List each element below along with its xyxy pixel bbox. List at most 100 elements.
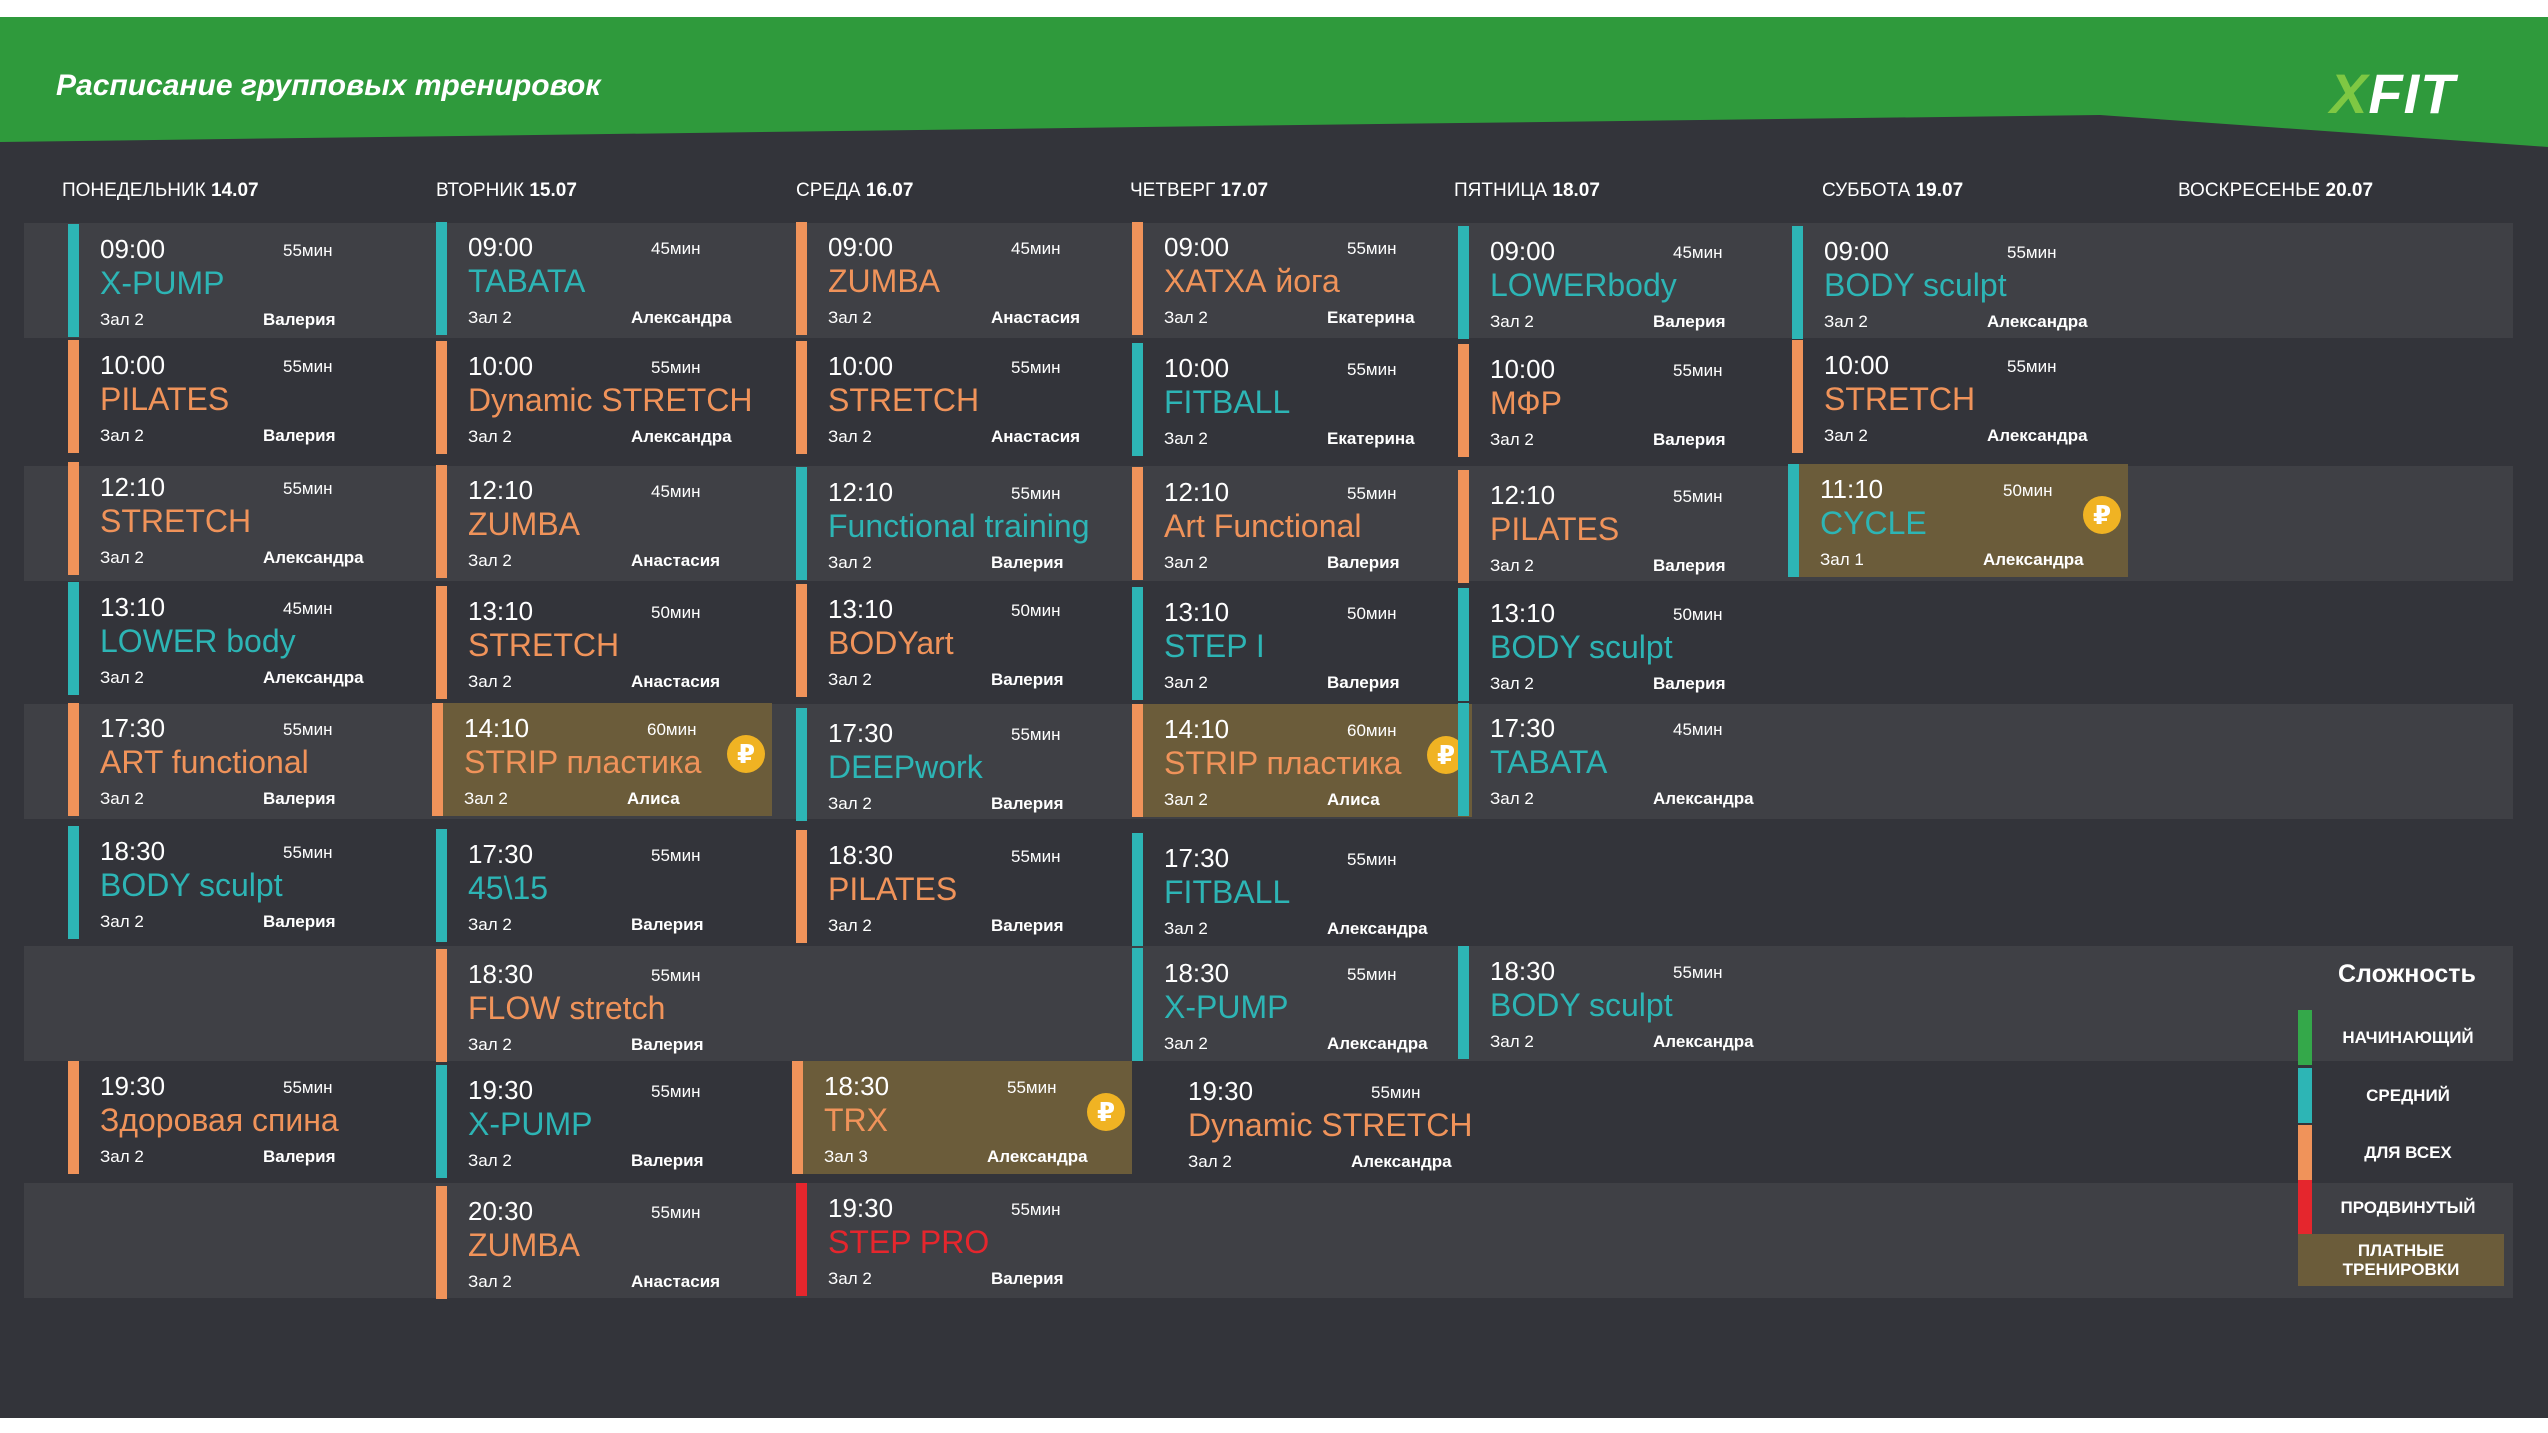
class-card[interactable]: 19:30 55мин Dynamic STRETCH Зал 2 Александра (1156, 1066, 1472, 1179)
class-card[interactable]: 09:00 55мин ХАТХА йога Зал 2 Екатерина (1132, 222, 1472, 335)
class-room: Зал 3 (824, 1147, 868, 1166)
header-green-shape (0, 17, 2548, 147)
class-card[interactable]: 13:10 45мин LOWER body Зал 2 Александра (68, 582, 408, 695)
class-time: 09:00 (1490, 236, 1556, 266)
level-bar (1132, 587, 1143, 700)
legend-beginner: НАЧИНАЮЩИЙ (2298, 1010, 2504, 1065)
class-duration: 55мин (1347, 360, 1397, 379)
class-name: Dynamic STRETCH (468, 382, 753, 418)
class-duration: 55мин (1371, 1083, 1421, 1102)
level-bar (796, 341, 807, 454)
class-card[interactable]: 11:10 50мин CYCLE Зал 1 Александра ₽ (1788, 464, 2128, 577)
class-time: 18:30 (828, 840, 894, 870)
class-coach: Екатерина (1327, 429, 1415, 448)
class-card[interactable]: 12:10 55мин Functional training Зал 2 Валери… (796, 467, 1136, 580)
class-card[interactable]: 18:30 55мин PILATES Зал 2 Валерия (796, 830, 1136, 943)
class-card[interactable]: 10:00 55мин STRETCH Зал 2 Александра (1792, 340, 2132, 453)
class-card[interactable]: 17:30 55мин ART functional Зал 2 Валерия (68, 703, 408, 816)
class-card[interactable]: 13:10 50мин BODY sculpt Зал 2 Валерия (1458, 588, 1798, 701)
class-card[interactable]: 20:30 55мин ZUMBA Зал 2 Анастасия (436, 1186, 776, 1299)
class-coach: Александра (1653, 789, 1754, 808)
class-duration: 55мин (283, 357, 333, 376)
class-card[interactable]: 19:30 55мин X-PUMP Зал 2 Валерия (436, 1065, 776, 1178)
class-card[interactable]: 09:00 45мин LOWERbody Зал 2 Валерия (1458, 226, 1798, 339)
class-room: Зал 2 (1164, 553, 1208, 572)
class-card[interactable]: 18:30 55мин FLOW stretch Зал 2 Валерия (436, 949, 776, 1062)
class-name: STRETCH (468, 627, 620, 663)
class-name: STRIP пластика (464, 744, 702, 780)
class-time: 17:30 (468, 839, 534, 869)
class-card[interactable]: 13:10 50мин BODYart Зал 2 Валерия (796, 584, 1136, 697)
ruble-coin-icon: ₽ (2083, 496, 2121, 534)
class-coach: Валерия (991, 1269, 1064, 1288)
class-duration: 55мин (651, 1203, 701, 1222)
class-card[interactable]: 19:30 55мин Здоровая спина Зал 2 Валерия (68, 1061, 408, 1174)
class-card[interactable]: 18:30 55мин BODY sculpt Зал 2 Валерия (68, 826, 408, 939)
class-name: Functional training (828, 508, 1090, 544)
class-name: PILATES (100, 381, 230, 417)
class-card[interactable]: 09:00 45мин TABATA Зал 2 Александра (436, 222, 776, 335)
class-duration: 50мин (651, 603, 701, 622)
class-card[interactable]: 19:30 55мин STEP PRO Зал 2 Валерия (796, 1183, 1136, 1296)
class-time: 13:10 (1490, 598, 1556, 628)
class-card[interactable]: 14:10 60мин STRIP пластика Зал 2 Алиса ₽ (432, 703, 772, 816)
class-card[interactable]: 12:10 45мин ZUMBA Зал 2 Анастасия (436, 465, 776, 578)
class-card[interactable]: 09:00 45мин ZUMBA Зал 2 Анастасия (796, 222, 1136, 335)
class-room: Зал 2 (828, 670, 872, 689)
class-card[interactable]: 14:10 60мин STRIP пластика Зал 2 Алиса ₽ (1132, 704, 1472, 817)
class-card[interactable]: 17:30 55мин 45\15 Зал 2 Валерия (436, 829, 776, 942)
class-time: 13:10 (468, 596, 534, 626)
class-card[interactable]: 13:10 50мин STEP I Зал 2 Валерия (1132, 587, 1472, 700)
class-card[interactable]: 12:10 55мин STRETCH Зал 2 Александра (68, 462, 408, 575)
class-card[interactable]: 10:00 55мин FITBALL Зал 2 Екатерина (1132, 343, 1472, 456)
day-header-tue: ВТОРНИК 15.07 (436, 180, 577, 201)
bottom-border (0, 1418, 2548, 1433)
class-name: STRETCH (100, 503, 252, 539)
class-name: STEP PRO (828, 1224, 990, 1260)
class-time: 17:30 (828, 718, 894, 748)
class-room: Зал 2 (1490, 1032, 1534, 1051)
class-room: Зал 2 (1490, 556, 1534, 575)
class-card[interactable]: 10:00 55мин Dynamic STRETCH Зал 2 Александра (436, 341, 776, 454)
class-name: PILATES (1490, 511, 1620, 547)
class-card[interactable]: 10:00 55мин STRETCH Зал 2 Анастасия (796, 341, 1136, 454)
class-time: 10:00 (100, 350, 166, 380)
class-duration: 55мин (1347, 850, 1397, 869)
class-room: Зал 2 (1188, 1152, 1232, 1171)
class-card[interactable]: 17:30 55мин DEEPwork Зал 2 Валерия (796, 708, 1136, 821)
class-duration: 55мин (1673, 361, 1723, 380)
class-name: Dynamic STRETCH (1188, 1107, 1473, 1143)
class-card[interactable]: 18:30 55мин BODY sculpt Зал 2 Александра (1458, 946, 1798, 1059)
class-duration: 45мин (1011, 239, 1061, 258)
class-room: Зал 2 (1490, 789, 1534, 808)
class-duration: 45мин (283, 599, 333, 618)
class-card[interactable]: 13:10 50мин STRETCH Зал 2 Анастасия (436, 586, 776, 699)
class-card[interactable]: 18:30 55мин TRX Зал 3 Александра ₽ (792, 1061, 1132, 1174)
class-coach: Валерия (991, 794, 1064, 813)
class-name: ART functional (100, 744, 309, 780)
class-time: 18:30 (100, 836, 166, 866)
class-duration: 55мин (283, 241, 333, 260)
class-room: Зал 2 (1164, 790, 1208, 809)
class-duration: 55мин (283, 479, 333, 498)
class-card[interactable]: 10:00 55мин МФР Зал 2 Валерия (1458, 344, 1798, 457)
class-card[interactable]: 12:10 55мин PILATES Зал 2 Валерия (1458, 470, 1798, 583)
class-time: 13:10 (100, 592, 166, 622)
legend-swatch (2298, 1125, 2312, 1180)
class-room: Зал 2 (468, 308, 512, 327)
level-bar (1132, 833, 1143, 946)
class-card[interactable]: 09:00 55мин BODY sculpt Зал 2 Александра (1792, 226, 2132, 339)
class-room: Зал 2 (100, 668, 144, 687)
class-card[interactable]: 17:30 55мин FITBALL Зал 2 Александра (1132, 833, 1472, 946)
class-time: 14:10 (464, 713, 530, 743)
class-card[interactable]: 09:00 55мин X-PUMP Зал 2 Валерия (68, 224, 408, 337)
class-name: X-PUMP (1164, 989, 1289, 1025)
class-time: 14:10 (1164, 714, 1230, 744)
class-time: 09:00 (1824, 236, 1890, 266)
class-card[interactable]: 12:10 55мин Art Functional Зал 2 Валерия (1132, 467, 1472, 580)
class-card[interactable]: 17:30 45мин TABATA Зал 2 Александра (1458, 703, 1798, 816)
class-card[interactable]: 18:30 55мин X-PUMP Зал 2 Александра (1132, 948, 1472, 1061)
class-room: Зал 2 (828, 427, 872, 446)
class-card[interactable]: 10:00 55мин PILATES Зал 2 Валерия (68, 340, 408, 453)
class-name: FITBALL (1164, 874, 1291, 910)
